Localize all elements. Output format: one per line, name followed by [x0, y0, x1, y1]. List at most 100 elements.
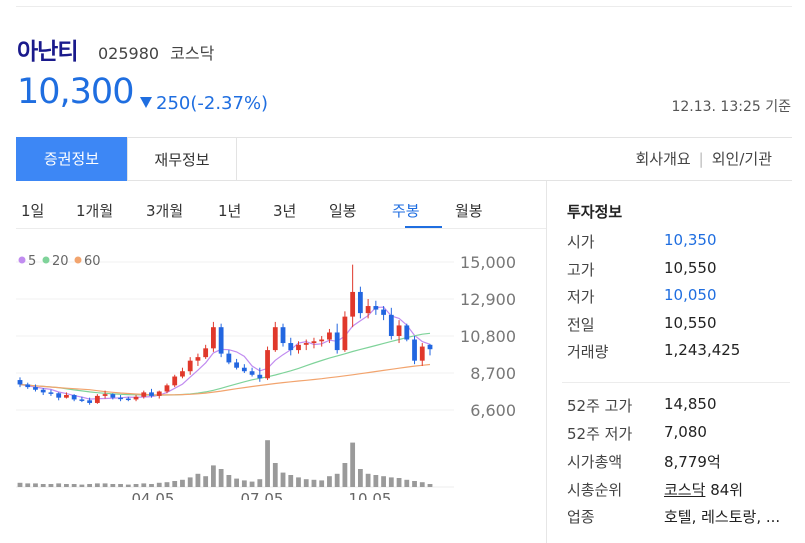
- moving-average-lines: [19, 306, 431, 400]
- volume-bar: [342, 463, 348, 487]
- y-tick-label: 8,700: [470, 364, 516, 383]
- period-3y[interactable]: 3년: [273, 202, 297, 220]
- invest-section-divider: [562, 382, 790, 383]
- volume-bar: [296, 477, 301, 487]
- volume-bar: [195, 473, 201, 487]
- volume-bar: [288, 475, 294, 487]
- volume-bar: [350, 442, 356, 487]
- ma-line-20: [19, 332, 431, 396]
- industry-value[interactable]: 호텔, 레스토랑, ...: [664, 508, 781, 526]
- candle-body: [327, 332, 332, 340]
- period-weekly[interactable]: 주봉: [392, 202, 420, 220]
- volume-bar: [257, 479, 263, 487]
- stock-name[interactable]: 아난티: [17, 39, 78, 65]
- candle-body: [33, 387, 38, 390]
- period-1y[interactable]: 1년: [218, 202, 242, 220]
- candle-body: [288, 343, 294, 351]
- candle-body: [195, 357, 201, 361]
- volume-bar: [64, 484, 69, 487]
- volume-bar: [133, 484, 139, 487]
- rank-number: 84위: [710, 481, 744, 499]
- high-label: 고가: [567, 260, 595, 279]
- y-tick-label: 6,600: [470, 401, 516, 420]
- candle-body: [342, 316, 348, 351]
- current-price: 10,300: [17, 72, 134, 112]
- prev-close-label: 전일: [567, 315, 595, 334]
- volume-bar: [388, 477, 394, 487]
- candle-body: [272, 327, 278, 351]
- prev-close-value: 10,550: [664, 313, 717, 332]
- y-tick-label: 10,800: [460, 327, 516, 346]
- candle-body: [133, 396, 139, 400]
- period-monthly[interactable]: 월봉: [455, 202, 483, 220]
- down-triangle-icon: [140, 97, 152, 108]
- candle-body: [64, 395, 69, 398]
- volume-bar: [141, 483, 147, 487]
- price-change: 250(-2.37%): [140, 93, 268, 114]
- volume-bar: [40, 484, 46, 487]
- candle-body: [125, 398, 131, 401]
- market-rank-value: 코스닥 84위: [664, 479, 743, 500]
- candle-body: [296, 344, 301, 351]
- candle-body: [412, 339, 417, 361]
- candle-body: [180, 371, 185, 377]
- volume-bar: [102, 483, 108, 487]
- volume-bar: [87, 484, 93, 487]
- ma-line-5: [19, 306, 431, 400]
- candle-body: [319, 339, 325, 342]
- period-1m[interactable]: 1개월: [76, 202, 114, 220]
- low-value: 10,050: [664, 286, 717, 304]
- rank-market-link[interactable]: 코스닥: [664, 481, 706, 499]
- candle-body: [404, 325, 410, 340]
- candle-body: [381, 309, 386, 315]
- weekly-candlestick-chart[interactable]: 5 20 60 15,000 12,900 10,800 8,700 6,600 04.05…: [0, 240, 546, 500]
- candle-body: [25, 384, 31, 388]
- volume-bar: [365, 473, 371, 487]
- stock-code: 025980 코스닥: [98, 40, 214, 64]
- volume-bar: [303, 479, 309, 487]
- company-overview-link[interactable]: 회사개요: [635, 150, 691, 168]
- volume-bar: [327, 476, 332, 487]
- period-3m[interactable]: 3개월: [146, 202, 184, 220]
- tab-financial-info[interactable]: 재무정보: [127, 137, 237, 181]
- candle-body: [357, 291, 363, 314]
- candle-body: [110, 394, 116, 398]
- candle-body: [118, 397, 123, 400]
- candle-body: [350, 291, 356, 317]
- candle-body: [365, 306, 371, 314]
- period-daily[interactable]: 일봉: [329, 202, 357, 220]
- candle-body: [234, 362, 240, 368]
- volume-bar: [241, 480, 247, 487]
- candle-body: [334, 332, 340, 351]
- candle-body: [218, 327, 224, 354]
- week52-high-label: 52주 고가: [567, 397, 633, 415]
- period-selector: 1일 1개월 3개월 1년 3년 일봉 주봉 월봉: [16, 190, 536, 228]
- legend-label-ma20: 20: [52, 254, 69, 269]
- x-tick-label: 10.05: [349, 490, 392, 500]
- candle-body: [48, 392, 54, 394]
- volume-bar: [412, 481, 417, 487]
- volume-bar: [187, 477, 193, 487]
- volume-bar: [56, 483, 62, 487]
- candle-body: [156, 391, 162, 396]
- volume-bar: [280, 472, 286, 487]
- period-1d[interactable]: 1일: [21, 202, 45, 220]
- tab-securities-info[interactable]: 증권정보: [16, 137, 127, 181]
- market-cap-value: 8,779억: [664, 453, 721, 471]
- low-label: 저가: [567, 288, 595, 306]
- volume-bars: [17, 440, 433, 487]
- y-tick-label: 15,000: [460, 253, 516, 272]
- candle-body: [388, 314, 394, 336]
- candle-body: [373, 306, 379, 310]
- x-tick-label: 07.05: [241, 490, 284, 500]
- volume-bar: [234, 478, 240, 487]
- volume-bar: [272, 463, 278, 487]
- volume-bar: [79, 484, 85, 487]
- foreign-institution-link[interactable]: 외인/기관: [711, 150, 772, 168]
- change-value: 250(-2.37%): [156, 93, 269, 114]
- candle-body: [280, 327, 286, 344]
- volume-bar: [125, 484, 131, 487]
- link-separator: |: [698, 150, 704, 168]
- volume-bar: [249, 481, 255, 487]
- legend-label-ma5: 5: [28, 254, 36, 269]
